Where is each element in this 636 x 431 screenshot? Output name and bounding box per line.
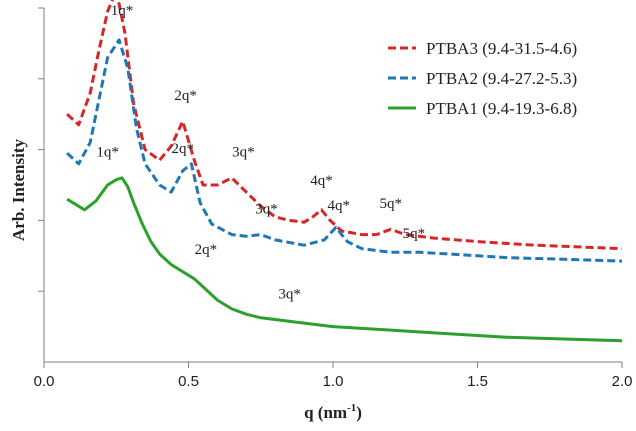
peak-label: 1q* [111,3,134,19]
x-axis-title: q (nm-1) [304,402,362,422]
peak-label: 5q* [380,196,403,212]
peak-label: 5q* [403,226,426,242]
peak-annotations: 1q*2q*3q*4q*5q*1q*2q*3q*4q*5q*1q*2q*3q* [96,3,426,302]
legend-label-1: PTBA3 (9.4-31.5-4.6) [426,39,577,58]
peak-label: 2q* [195,242,218,258]
x-tick-label: 0.0 [34,373,55,390]
series-line-1 [66,0,623,251]
y-axis-title: Arb. Intensity [9,138,28,241]
peak-label: 2q* [171,141,194,157]
chart-legend: PTBA3 (9.4-31.5-4.6) PTBA2 (9.4-27.2-5.3)… [388,39,577,118]
series-line-2 [66,38,623,263]
chart-series-layer [66,0,623,343]
peak-label: 4q* [328,198,351,214]
peak-label: 3q* [232,145,255,161]
peak-label: 3q* [255,201,278,217]
x-tick-label: 0.5 [178,373,199,390]
peak-label: 2q* [174,88,197,104]
peak-label: 4q* [310,173,333,189]
chart-axes: 0.0 0.5 1.0 1.5 2.0 [34,7,633,390]
series-line-3 [66,176,623,343]
x-tick-label: 2.0 [612,373,633,390]
legend-label-2: PTBA2 (9.4-27.2-5.3) [426,69,577,88]
legend-label-3: PTBA1 (9.4-19.3-6.8) [426,99,577,118]
x-tick-label: 1.5 [467,373,488,390]
x-tick-label: 1.0 [323,373,344,390]
peak-label: 1q* [96,145,119,161]
peak-label: 3q* [278,286,301,302]
